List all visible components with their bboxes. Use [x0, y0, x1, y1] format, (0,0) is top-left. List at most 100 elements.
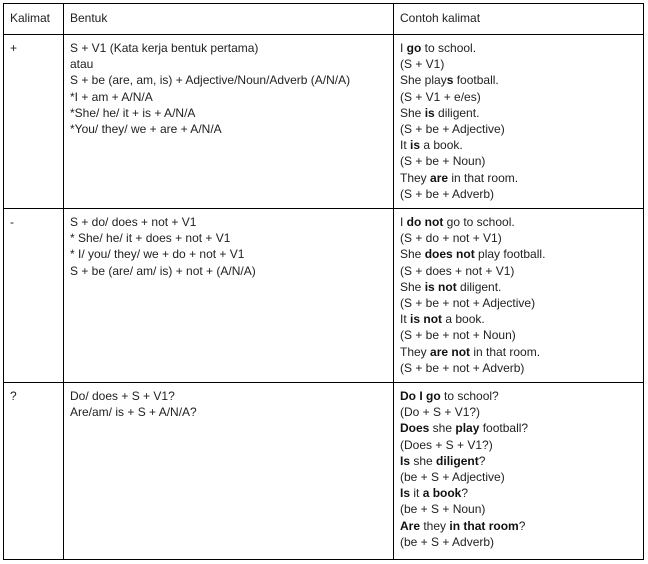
kalimat-cell: +	[3, 34, 64, 209]
example-line: Do I go to school?	[400, 388, 637, 404]
example-line: Are they in that room?	[400, 518, 637, 534]
example-text: football?	[479, 421, 529, 436]
bentuk-line: * She/ he/ it + does + not + V1	[70, 231, 231, 246]
example-text: (S + V1 + e/es)	[400, 89, 481, 104]
example-text: (be + S + Adjective)	[400, 470, 505, 485]
example-text: ?	[518, 518, 526, 533]
example-text: She play	[400, 73, 447, 88]
example-text: ?	[461, 486, 469, 501]
example-text: (S + be + not + Adverb)	[400, 360, 525, 375]
emphasis-text: s	[446, 73, 454, 88]
example-line: (S + be + Adjective)	[400, 121, 637, 137]
emphasis-text: is not	[410, 312, 443, 327]
header-row: Kalimat Bentuk Contoh kalimat	[3, 3, 644, 35]
example-text: (S + be + Adjective)	[400, 122, 505, 137]
example-text: it	[410, 486, 423, 501]
bentuk-line: *You/ they/ we + are + A/N/A	[70, 122, 222, 137]
emphasis-text: go	[406, 41, 422, 55]
emphasis-text: Is	[400, 453, 411, 468]
bentuk-line: S + be (are, am, is) + Adjective/Noun/Ad…	[70, 73, 351, 88]
example-line: It is not a book.	[400, 311, 637, 327]
example-text: diligent.	[434, 105, 480, 120]
example-text: It	[400, 138, 411, 153]
example-line: They are in that room.	[400, 170, 637, 186]
emphasis-text: a book	[422, 486, 462, 501]
example-text: They	[400, 170, 431, 185]
example-text: (S + be + not + Noun)	[400, 328, 516, 343]
example-line: (S + V1)	[400, 56, 637, 72]
example-text: they	[420, 518, 450, 533]
example-text: She	[400, 105, 425, 120]
emphasis-text: is	[410, 138, 421, 153]
kalimat-cell: -	[3, 208, 64, 383]
bentuk-cell: S + V1 (Kata kerja bentuk pertama) atau S …	[63, 34, 394, 209]
example-line: They are not in that room.	[400, 344, 637, 360]
example-text: (S + be + Noun)	[400, 154, 486, 169]
example-line: (S + does + not + V1)	[400, 263, 637, 279]
contoh-cell: I go to school. (S + V1) She plays footbal…	[393, 34, 644, 209]
emphasis-text: in that room	[449, 518, 519, 533]
example-text: she	[429, 421, 456, 436]
example-text: (be + S + Noun)	[400, 502, 486, 517]
kalimat-cell: ?	[3, 382, 64, 560]
emphasis-text: Is	[400, 486, 411, 501]
example-line: Is it a book?	[400, 485, 637, 501]
example-line: She is not diligent.	[400, 279, 637, 295]
emphasis-text: do not	[406, 215, 444, 229]
example-text: (S + V1)	[400, 57, 445, 72]
example-text: I	[400, 215, 407, 229]
example-line: (S + do + not + V1)	[400, 230, 637, 246]
example-text: I	[400, 41, 407, 55]
example-text: They	[400, 344, 431, 359]
example-line: Does she play football?	[400, 420, 637, 436]
emphasis-text: is	[424, 105, 435, 120]
example-line: (S + be + not + Noun)	[400, 327, 637, 343]
example-line: (S + be + not + Adverb)	[400, 360, 637, 376]
example-line: (S + be + Noun)	[400, 153, 637, 169]
example-line: She plays football.	[400, 72, 637, 88]
table-row: - S + do/ does + not + V1 * She/ he/ it +…	[3, 208, 644, 383]
header-bentuk: Bentuk	[63, 3, 394, 35]
bentuk-cell: S + do/ does + not + V1 * She/ he/ it + d…	[63, 208, 394, 383]
example-line: She is diligent.	[400, 105, 637, 121]
contoh-cell: I do not go to school. (S + do + not + V1…	[393, 208, 644, 383]
header-kalimat: Kalimat	[3, 3, 64, 35]
example-text: (Do + S + V1?)	[400, 405, 481, 420]
example-text: in that room.	[470, 344, 541, 359]
emphasis-text: are not	[430, 344, 471, 359]
example-text: She	[400, 247, 425, 262]
example-text: ?	[478, 453, 486, 468]
example-text: a book.	[442, 312, 485, 327]
emphasis-text: are	[430, 170, 449, 185]
bentuk-line: S + be (are/ am/ is) + not + (A/N/A)	[70, 263, 256, 278]
example-line: I go to school.	[400, 40, 637, 56]
example-line: (be + S + Noun)	[400, 501, 637, 517]
bentuk-line: S + do/ does + not + V1	[70, 215, 197, 229]
example-line: (be + S + Adverb)	[400, 534, 637, 550]
bentuk-line: *I + am + A/N/A	[70, 89, 153, 104]
table-row: + S + V1 (Kata kerja bentuk pertama) atau…	[3, 34, 644, 209]
grammar-table: Kalimat Bentuk Contoh kalimat + S + V1 (…	[3, 3, 644, 560]
example-text: diligent.	[456, 279, 502, 294]
example-line: I do not go to school.	[400, 214, 637, 230]
example-text: (S + be + Adverb)	[400, 186, 495, 201]
emphasis-text: does not	[424, 247, 475, 262]
example-text: go to school.	[443, 215, 515, 229]
example-text: football.	[453, 73, 499, 88]
bentuk-line: Do/ does + S + V1?	[70, 389, 175, 403]
emphasis-text: diligent	[436, 453, 479, 468]
example-text: (be + S + Adverb)	[400, 534, 495, 549]
emphasis-text: Do I go	[400, 389, 441, 403]
bentuk-line: *She/ he/ it + is + A/N/A	[70, 105, 196, 120]
example-line: (be + S + Adjective)	[400, 469, 637, 485]
bentuk-line: Are/am/ is + S + A/N/A?	[70, 405, 197, 420]
example-text: It	[400, 312, 411, 327]
example-text: she	[410, 453, 437, 468]
example-line: (Do + S + V1?)	[400, 404, 637, 420]
example-text: to school.	[421, 41, 477, 55]
contoh-cell: Do I go to school? (Do + S + V1?) Does she…	[393, 382, 644, 560]
example-text: a book.	[420, 138, 463, 153]
table-row: ? Do/ does + S + V1? Are/am/ is + S + A/N…	[3, 382, 644, 560]
example-text: play football.	[474, 247, 546, 262]
example-text: She	[400, 279, 425, 294]
